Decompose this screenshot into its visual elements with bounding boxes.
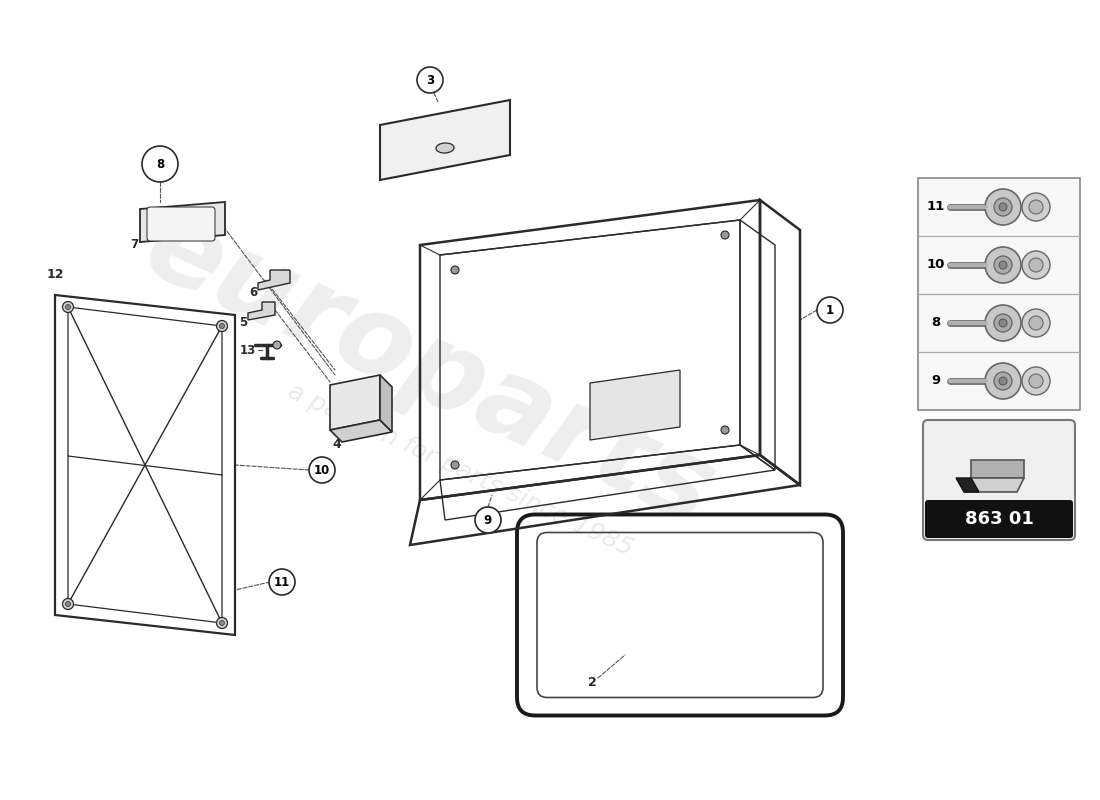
- Text: 4: 4: [332, 438, 341, 451]
- Circle shape: [999, 203, 1007, 211]
- Circle shape: [220, 621, 224, 626]
- Text: 13: 13: [240, 343, 256, 357]
- Text: 8: 8: [156, 158, 164, 170]
- Circle shape: [417, 67, 443, 93]
- Circle shape: [984, 305, 1021, 341]
- Polygon shape: [330, 420, 392, 442]
- Polygon shape: [964, 478, 1024, 492]
- Circle shape: [720, 426, 729, 434]
- Circle shape: [63, 598, 74, 610]
- Text: 11: 11: [274, 575, 290, 589]
- Text: 12: 12: [46, 269, 64, 282]
- Circle shape: [994, 372, 1012, 390]
- Circle shape: [66, 305, 70, 310]
- Circle shape: [1028, 374, 1043, 388]
- Circle shape: [1022, 193, 1050, 221]
- Text: 9: 9: [932, 374, 940, 387]
- Circle shape: [999, 377, 1007, 385]
- Text: 11: 11: [927, 201, 945, 214]
- Text: 1: 1: [826, 303, 834, 317]
- Circle shape: [451, 461, 459, 469]
- Circle shape: [1028, 258, 1043, 272]
- Text: europarts: europarts: [129, 192, 730, 548]
- Polygon shape: [258, 270, 290, 290]
- Circle shape: [994, 314, 1012, 332]
- Polygon shape: [330, 375, 380, 430]
- Polygon shape: [140, 202, 225, 242]
- Text: 8: 8: [932, 317, 940, 330]
- Circle shape: [1028, 200, 1043, 214]
- Circle shape: [475, 507, 500, 533]
- Circle shape: [270, 569, 295, 595]
- Circle shape: [1022, 309, 1050, 337]
- Circle shape: [984, 247, 1021, 283]
- Circle shape: [220, 323, 224, 329]
- Polygon shape: [379, 375, 392, 432]
- Circle shape: [66, 602, 70, 606]
- Circle shape: [984, 189, 1021, 225]
- Text: 10: 10: [927, 258, 945, 271]
- Circle shape: [1022, 251, 1050, 279]
- Circle shape: [217, 618, 228, 629]
- Circle shape: [1028, 316, 1043, 330]
- Circle shape: [309, 457, 336, 483]
- Text: 863 01: 863 01: [965, 510, 1033, 528]
- FancyBboxPatch shape: [925, 500, 1072, 538]
- Circle shape: [984, 363, 1021, 399]
- Circle shape: [817, 297, 843, 323]
- Circle shape: [994, 198, 1012, 216]
- FancyBboxPatch shape: [923, 420, 1075, 540]
- Ellipse shape: [436, 143, 454, 153]
- Text: 6: 6: [249, 286, 257, 299]
- FancyBboxPatch shape: [147, 207, 214, 241]
- Circle shape: [217, 321, 228, 331]
- Polygon shape: [248, 302, 275, 320]
- Text: a passion for parts since 1985: a passion for parts since 1985: [284, 379, 636, 561]
- Text: 2: 2: [587, 675, 596, 689]
- Circle shape: [451, 266, 459, 274]
- Circle shape: [994, 256, 1012, 274]
- Text: 5: 5: [239, 317, 248, 330]
- Circle shape: [999, 319, 1007, 327]
- Polygon shape: [971, 460, 1024, 478]
- Circle shape: [720, 231, 729, 239]
- Polygon shape: [590, 370, 680, 440]
- Circle shape: [142, 146, 178, 182]
- Text: 9: 9: [484, 514, 492, 526]
- FancyBboxPatch shape: [918, 178, 1080, 410]
- Text: 3: 3: [426, 74, 434, 86]
- Circle shape: [999, 261, 1007, 269]
- Circle shape: [273, 341, 280, 349]
- Polygon shape: [956, 478, 979, 492]
- Circle shape: [63, 302, 74, 313]
- Text: 10: 10: [314, 463, 330, 477]
- Text: 7: 7: [130, 238, 139, 251]
- Circle shape: [1022, 367, 1050, 395]
- Polygon shape: [379, 100, 510, 180]
